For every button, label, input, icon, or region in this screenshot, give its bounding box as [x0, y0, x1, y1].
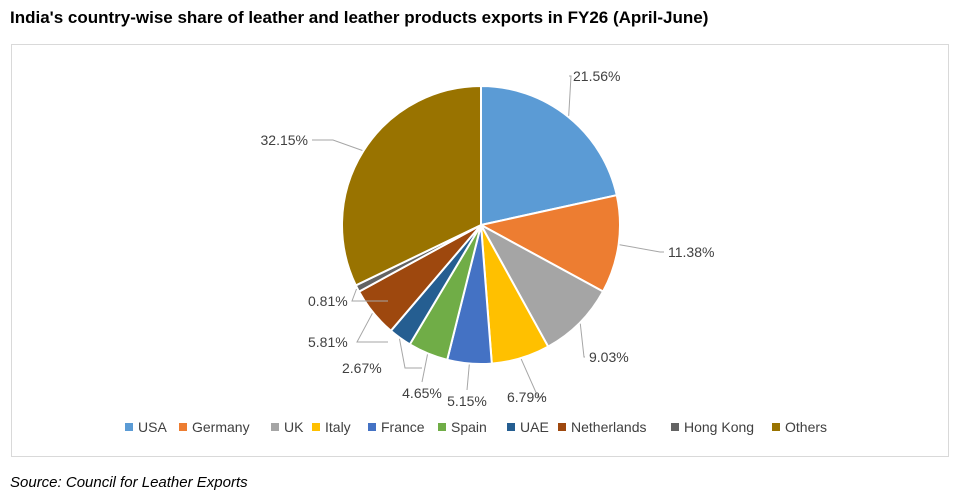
data-label: 9.03% — [589, 349, 629, 365]
data-label: 5.15% — [447, 393, 487, 409]
leader-line — [399, 338, 422, 369]
legend-swatch — [312, 423, 320, 431]
data-label: 5.81% — [308, 334, 348, 350]
leader-line — [312, 139, 363, 151]
legend-swatch — [438, 423, 446, 431]
legend-label: Hong Kong — [684, 419, 754, 435]
legend-label: Spain — [451, 419, 487, 435]
legend-swatch — [179, 423, 187, 431]
legend-swatch — [507, 423, 515, 431]
data-label: 6.79% — [507, 389, 547, 405]
chart-title: India's country-wise share of leather an… — [10, 8, 709, 27]
legend-label: UK — [284, 419, 304, 435]
leader-line — [421, 354, 428, 383]
pie-slice-others — [341, 84, 482, 287]
leader-line — [520, 358, 546, 398]
chart-area: 21.56% 11.38% 9.03% 6.79% 5.15% 4.65% 2.67% 5.8… — [11, 44, 949, 457]
pie-slice-uk — [478, 222, 605, 349]
leader-line — [351, 288, 388, 302]
data-labels: 21.56% 11.38% 9.03% 6.79% 5.15% 4.65% 2.67% 5.8… — [261, 68, 715, 409]
data-label: 4.65% — [402, 385, 442, 401]
leader-line — [579, 323, 585, 358]
legend-swatch — [125, 423, 133, 431]
legend-label: Netherlands — [571, 419, 647, 435]
data-label: 11.38% — [668, 244, 714, 260]
data-label: 21.56% — [573, 68, 620, 84]
source-note: Source: Council for Leather Exports — [10, 474, 248, 491]
legend-label: France — [381, 419, 425, 435]
legend-swatch — [558, 423, 566, 431]
pie-chart: 21.56% 11.38% 9.03% 6.79% 5.15% 4.65% 2.67% 5.8… — [125, 68, 827, 435]
leader-line — [466, 364, 470, 391]
legend: USA Germany UK Italy France Spain UAE Netherlan… — [125, 419, 827, 435]
legend-label: Germany — [192, 419, 250, 435]
legend-swatch — [772, 423, 780, 431]
legend-label: USA — [138, 419, 167, 435]
data-label: 0.81% — [308, 293, 348, 309]
leader-line — [568, 75, 572, 116]
legend-label: Italy — [325, 419, 351, 435]
legend-label: UAE — [520, 419, 549, 435]
legend-swatch — [271, 423, 279, 431]
leader-lines — [312, 75, 664, 398]
leader-line — [356, 313, 388, 343]
legend-swatch — [368, 423, 376, 431]
pie-slice-germany — [478, 193, 621, 293]
legend-label: Others — [785, 419, 827, 435]
leader-line — [619, 244, 664, 253]
pie-slices — [341, 84, 621, 365]
pie-slice-usa — [480, 84, 618, 227]
data-label: 2.67% — [342, 360, 382, 376]
data-label: 32.15% — [261, 132, 308, 148]
legend-swatch — [671, 423, 679, 431]
